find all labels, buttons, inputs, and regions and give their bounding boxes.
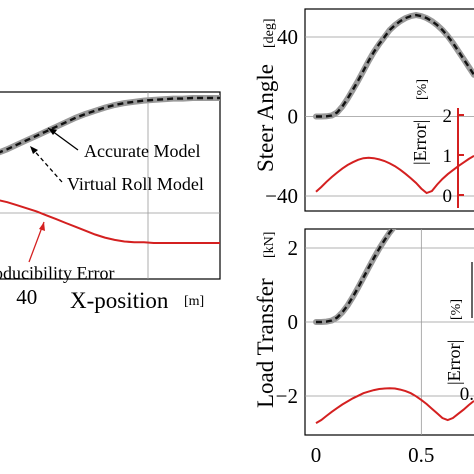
load-error-axis-label: |Error| xyxy=(444,340,464,385)
arrow-virtual-roll-model xyxy=(29,145,63,183)
load-y-tick-label: 0 xyxy=(288,310,299,334)
right-top-plot-frame xyxy=(304,8,474,212)
annotation-reproducibility-error: oducibility Error xyxy=(0,263,114,283)
right-bottom-plot-frame xyxy=(304,228,474,436)
left-series-group xyxy=(0,95,220,244)
arrowhead-reproducibility-error xyxy=(39,222,45,231)
steer-error-tick-label: 2 xyxy=(443,106,453,127)
steer-error-axis-unit: [%] xyxy=(415,79,430,100)
right-top-series-group xyxy=(313,12,474,195)
arrowhead-accurate-model xyxy=(48,128,57,135)
steer-error-tick-label: 1 xyxy=(443,146,453,167)
load-y-axis-unit: [kN] xyxy=(262,232,277,258)
steer-y-axis-label-group: Steer Angle [deg] xyxy=(253,18,278,172)
left-series-reproducibility-error xyxy=(0,199,220,244)
steer-y-axis-label: Steer Angle xyxy=(253,64,278,172)
right-bottom-series-group xyxy=(313,229,474,424)
left-x-axis-label: X-position xyxy=(70,288,169,313)
load-series-accurate-model xyxy=(313,229,397,325)
steer-series-error xyxy=(315,154,474,195)
load-y-axis-label-group: Load Transfer [kN] xyxy=(253,232,278,408)
steer-error-axis-label: |Error| xyxy=(410,120,430,165)
steer-y-tick-label: 0 xyxy=(288,105,299,129)
steer-error-label-group: |Error| [%] xyxy=(410,79,430,165)
load-series-error xyxy=(315,387,474,424)
load-error-tick-label: 0. xyxy=(460,384,474,405)
left-x-axis-unit: [m] xyxy=(184,294,204,309)
steer-series-accurate-model xyxy=(313,12,474,120)
load-y-tick-label: −2 xyxy=(276,384,298,408)
load-x-tick-label: 0 xyxy=(311,443,322,467)
steer-y-axis-unit: [deg] xyxy=(262,18,277,48)
annotation-accurate-model: Accurate Model xyxy=(84,141,200,161)
load-error-axis-unit: [%] xyxy=(449,299,464,320)
annotation-virtual-roll-model: Virtual Roll Model xyxy=(67,174,204,194)
steer-error-tick-label: 0 xyxy=(443,186,453,207)
steer-y-tick-label: 40 xyxy=(277,25,298,49)
left-series-virtual-roll-model xyxy=(0,96,220,154)
left-panel: 40 X-position [m] Accurate Model Virtual… xyxy=(0,91,221,313)
arrowhead-virtual-roll-model xyxy=(30,146,38,154)
left-x-tick-label: 40 xyxy=(16,285,37,309)
right-top-panel: 40 0 −40 Steer Angle [deg] 2 1 0 |Error|… xyxy=(253,8,474,212)
load-y-axis-label: Load Transfer xyxy=(253,278,278,408)
right-bottom-panel: 2 0 −2 0 0.5 Load Transfer [kN] 0. |Erro… xyxy=(253,228,474,467)
load-x-tick-label: 0.5 xyxy=(408,443,434,467)
load-y-tick-label: 2 xyxy=(288,236,299,260)
load-error-label-group: |Error| [%] xyxy=(444,299,464,385)
steer-y-tick-label: −40 xyxy=(265,184,298,208)
steer-series-virtual-roll-model xyxy=(316,13,474,118)
left-plot-frame xyxy=(0,91,221,280)
